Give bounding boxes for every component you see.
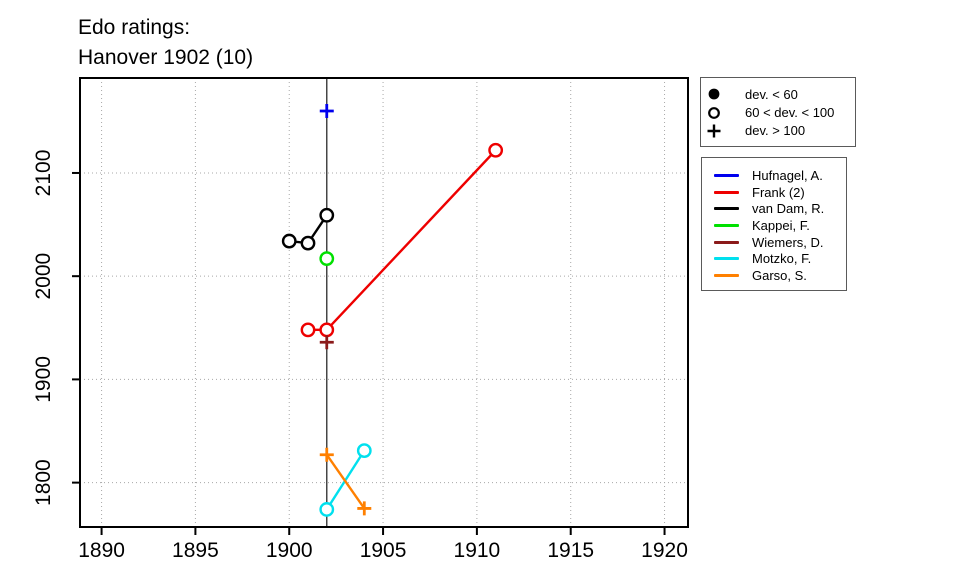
filled-circle-icon [701,86,727,102]
marker-legend-label: dev. < 60 [745,86,798,102]
y-axis-tick-label: 2000 [32,253,55,300]
legend-line-swatch [714,257,739,261]
plus-icon [701,123,727,139]
legend-line-swatch [714,223,739,227]
player-legend: Hufnagel, A. Frank (2) van Dam, R. Kappe… [701,157,847,291]
data-point-open-circle [300,235,316,251]
data-point-open-circle [319,322,335,338]
player-legend-row: Wiemers, D. [702,234,846,251]
chart-title: Edo ratings: Hanover 1902 (10) [78,13,253,73]
data-point-open-circle [281,233,297,249]
player-legend-label: Wiemers, D. [752,234,824,250]
legend-line-swatch [714,207,739,211]
series-line [308,149,497,332]
y-axis-tick-label: 1800 [32,459,55,506]
player-legend-row: Kappei, F. [702,217,846,234]
legend-line-swatch [714,240,739,244]
data-point-open-circle [488,142,504,158]
marker-legend-label: dev. > 100 [745,123,806,139]
marker-legend: dev. < 60 60 < dev. < 100 dev. > 100 [700,77,856,147]
data-point-open-circle [319,207,335,223]
data-point-open-circle [356,443,372,459]
data-point-plus [319,104,334,119]
open-circle-icon [701,105,727,121]
player-legend-row: Frank (2) [702,184,846,201]
marker-legend-label: 60 < dev. < 100 [745,105,835,121]
player-legend-label: Garso, S. [752,267,807,283]
player-legend-row: Garso, S. [702,267,846,284]
player-legend-row: van Dam, R. [702,200,846,217]
data-point-plus [319,335,334,350]
x-axis-tick-label: 1900 [266,539,313,562]
x-axis-tick-label: 1920 [641,539,688,562]
marker-legend-row: dev. > 100 [701,122,855,140]
player-legend-label: Motzko, F. [752,251,812,267]
x-axis-tick-label: 1905 [360,539,407,562]
player-legend-row: Hufnagel, A. [702,167,846,184]
data-point-open-circle [319,502,335,517]
x-axis-tick-label: 1915 [547,539,594,562]
chart-title-line2: Hanover 1902 (10) [78,46,254,69]
plot-frame [79,77,689,528]
series-line [325,454,366,510]
legend-line-swatch [714,273,739,277]
data-point-open-circle [319,251,335,267]
x-axis-tick-label: 1890 [78,539,125,562]
player-legend-row: Motzko, F. [702,250,846,267]
marker-legend-row: 60 < dev. < 100 [701,103,855,121]
x-axis-tick-label: 1910 [454,539,501,562]
player-legend-label: van Dam, R. [752,201,825,217]
data-point-plus [357,501,372,516]
player-legend-label: Kappei, F. [752,217,810,233]
marker-legend-row: dev. < 60 [701,85,855,103]
data-point-open-circle [300,322,316,338]
x-axis-tick-label: 1895 [172,539,219,562]
player-legend-label: Hufnagel, A. [752,167,823,183]
player-legend-label: Frank (2) [752,184,805,200]
y-axis-tick-label: 1900 [32,356,55,403]
data-point-plus [319,447,334,462]
legend-line-swatch [714,173,739,177]
legend-line-swatch [714,190,739,194]
chart-title-line1: Edo ratings: [78,16,191,39]
y-axis-tick-label: 2100 [32,150,55,197]
